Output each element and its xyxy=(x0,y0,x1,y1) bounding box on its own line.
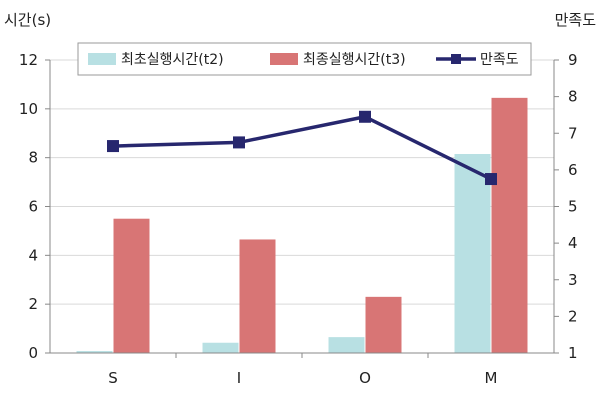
right-axis-title: 만족도 xyxy=(555,11,597,29)
left-tick-label: 2 xyxy=(28,295,38,313)
bar-t2-i xyxy=(202,342,239,353)
category-label-s: S xyxy=(108,369,118,387)
left-axis-title: 시간(s) xyxy=(4,11,51,29)
right-tick-label: 3 xyxy=(568,271,578,289)
satisfaction-line xyxy=(107,110,497,186)
legend-swatch-t2 xyxy=(88,53,116,65)
left-axis-ticks: 0 2 4 6 8 10 12 xyxy=(19,51,50,362)
legend-label-t3: 최종실행시간(t3) xyxy=(303,52,406,68)
right-tick-label: 6 xyxy=(568,161,578,179)
right-tick-label: 1 xyxy=(568,344,578,362)
legend: 최초실행시간(t2) 최종실행시간(t3) 만족도 xyxy=(77,42,532,76)
left-tick-label: 4 xyxy=(28,246,38,264)
right-tick-label: 8 xyxy=(568,88,578,106)
left-tick-label: 0 xyxy=(28,344,38,362)
satisfaction-point-m xyxy=(485,173,497,186)
legend-marker-satisfaction xyxy=(451,54,461,64)
satisfaction-point-i xyxy=(233,136,245,149)
bar-t2-s xyxy=(76,351,113,353)
bar-t2-o xyxy=(328,337,365,353)
legend-label-t2: 최초실행시간(t2) xyxy=(121,52,224,68)
bar-t3-s xyxy=(113,218,150,353)
left-tick-label: 12 xyxy=(19,51,38,69)
left-tick-label: 6 xyxy=(28,198,38,216)
category-label-o: O xyxy=(359,369,371,387)
category-label-m: M xyxy=(485,369,498,387)
satisfaction-point-s xyxy=(107,140,119,153)
bar-t3-m xyxy=(491,97,528,354)
left-tick-label: 8 xyxy=(28,149,38,167)
right-tick-label: 4 xyxy=(568,234,578,252)
satisfaction-polyline xyxy=(112,115,492,181)
right-tick-label: 2 xyxy=(568,307,578,325)
bar-t3-o xyxy=(365,296,402,353)
legend-label-satisfaction: 만족도 xyxy=(480,52,519,68)
bars xyxy=(76,97,528,354)
satisfaction-point-o xyxy=(359,110,371,123)
bar-t2-m xyxy=(454,154,491,353)
left-tick-label: 10 xyxy=(19,100,38,118)
right-tick-label: 5 xyxy=(568,198,578,216)
right-tick-label: 9 xyxy=(568,51,578,69)
right-tick-label: 7 xyxy=(568,124,578,142)
right-axis-ticks: 1 2 3 4 5 6 7 8 9 xyxy=(554,51,578,362)
bar-t3-i xyxy=(239,239,276,353)
category-label-i: I xyxy=(237,369,241,387)
legend-swatch-t3 xyxy=(270,53,298,65)
